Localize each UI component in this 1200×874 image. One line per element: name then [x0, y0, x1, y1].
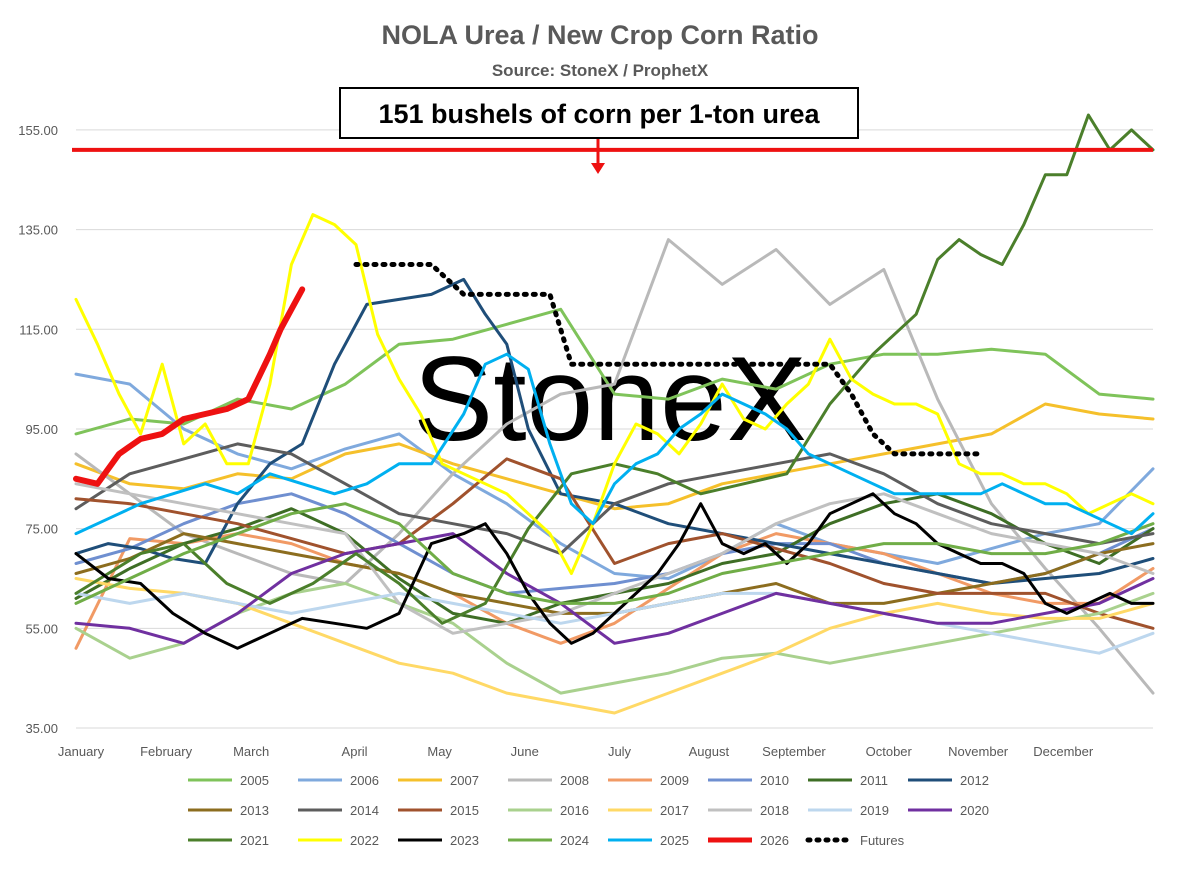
legend-item-futures: Futures	[805, 833, 905, 848]
legend-label: 2025	[660, 833, 689, 848]
series-line-2017	[74, 577, 1155, 715]
reference-callout-label: 151 bushels of corn per 1-ton urea	[378, 99, 820, 129]
legend-item-2025: 2025	[608, 833, 689, 848]
series-line-2022	[74, 213, 1155, 575]
legend-item-2009: 2009	[608, 773, 689, 788]
chart-subtitle: Source: StoneX / ProphetX	[492, 61, 709, 80]
series-line-2021	[74, 113, 1155, 625]
x-tick-label: June	[511, 744, 539, 759]
legend-label: 2024	[560, 833, 589, 848]
legend-label: 2026	[760, 833, 789, 848]
y-axis-ticks: 35.00 55.00 75.00 95.00 115.00 135.00 155.00	[18, 123, 58, 736]
legend-label: 2021	[240, 833, 269, 848]
legend-item-2013: 2013	[188, 803, 269, 818]
x-tick-label: February	[140, 744, 193, 759]
legend-label: 2010	[760, 773, 789, 788]
x-tick-label: August	[689, 744, 730, 759]
series-line-2020	[74, 532, 1155, 645]
series-lines	[73, 113, 1155, 715]
series-line-2018	[74, 482, 1155, 635]
series-line-2015	[74, 457, 1155, 630]
x-tick-label: September	[762, 744, 826, 759]
legend-item-2024: 2024	[508, 833, 589, 848]
x-tick-label: April	[342, 744, 368, 759]
legend-label: 2011	[860, 773, 888, 788]
legend-item-2006: 2006	[298, 773, 379, 788]
legend-label: 2005	[240, 773, 269, 788]
legend-label: 2012	[960, 773, 989, 788]
series-line-2023	[74, 492, 1155, 650]
legend-label: 2017	[660, 803, 689, 818]
reference-callout-box	[339, 87, 859, 139]
legend-label: 2007	[450, 773, 479, 788]
legend-item-2019: 2019	[808, 803, 889, 818]
stonex-watermark: StoneX	[413, 332, 807, 466]
series-line-2012	[74, 277, 1155, 585]
series-line-2026	[73, 286, 306, 487]
x-tick-label: July	[608, 744, 632, 759]
legend-item-2014: 2014	[298, 803, 379, 818]
legend-item-2007: 2007	[398, 773, 479, 788]
legend-label: 2022	[350, 833, 379, 848]
legend-item-2010: 2010	[708, 773, 789, 788]
legend-label: 2013	[240, 803, 269, 818]
x-tick-label: October	[866, 744, 913, 759]
y-tick-label: 35.00	[25, 721, 58, 736]
legend-item-2026: 2026	[708, 833, 789, 848]
x-tick-label: November	[948, 744, 1009, 759]
series-line-2005	[74, 307, 1155, 436]
legend-item-2011: 2011	[808, 773, 888, 788]
y-tick-label: 55.00	[25, 621, 58, 636]
legend-label: 2023	[450, 833, 479, 848]
reference-line-group: 151 bushels of corn per 1-ton urea	[72, 87, 1153, 174]
x-tick-label: December	[1033, 744, 1094, 759]
legend-label: 2008	[560, 773, 589, 788]
legend-label: 2015	[450, 803, 479, 818]
legend-item-2017: 2017	[608, 803, 689, 818]
x-tick-label: May	[427, 744, 452, 759]
legend-item-2005: 2005	[188, 773, 269, 788]
legend-item-2015: 2015	[398, 803, 479, 818]
x-tick-label: March	[233, 744, 269, 759]
legend-item-2023: 2023	[398, 833, 479, 848]
y-tick-label: 115.00	[19, 322, 58, 337]
y-tick-label: 135.00	[18, 223, 58, 238]
y-tick-label: 155.00	[18, 123, 58, 138]
legend-item-2022: 2022	[298, 833, 379, 848]
series-line-2024	[74, 502, 1155, 605]
legend-label: 2009	[660, 773, 689, 788]
legend-label: 2019	[860, 803, 889, 818]
legend-item-2008: 2008	[508, 773, 589, 788]
y-tick-label: 95.00	[25, 422, 58, 437]
legend-item-2016: 2016	[508, 803, 589, 818]
legend-item-2020: 2020	[908, 803, 989, 818]
legend-item-2012: 2012	[908, 773, 989, 788]
series-line-2007	[74, 402, 1155, 511]
y-tick-label: 75.00	[25, 522, 58, 537]
reference-arrow-head	[591, 163, 605, 174]
x-tick-label: January	[58, 744, 105, 759]
legend-label: 2016	[560, 803, 589, 818]
x-axis-ticks: January February March April May June July Augu…	[58, 744, 1094, 759]
legend-label: 2018	[760, 803, 789, 818]
legend-label: 2020	[960, 803, 989, 818]
chart-title: NOLA Urea / New Crop Corn Ratio	[381, 20, 818, 50]
legend-label: 2006	[350, 773, 379, 788]
series-line-2006	[74, 372, 1155, 580]
legend-label: Futures	[860, 833, 905, 848]
series-line-2025	[74, 352, 1155, 536]
legend-label: 2014	[350, 803, 379, 818]
legend-item-2021: 2021	[188, 833, 269, 848]
legend: 2005 2006 2007 2008 2009 2010 2011 2012 2013 2014…	[188, 773, 989, 848]
series-line-futures	[353, 262, 984, 457]
legend-item-2018: 2018	[708, 803, 789, 818]
series-line-2014	[74, 442, 1155, 556]
